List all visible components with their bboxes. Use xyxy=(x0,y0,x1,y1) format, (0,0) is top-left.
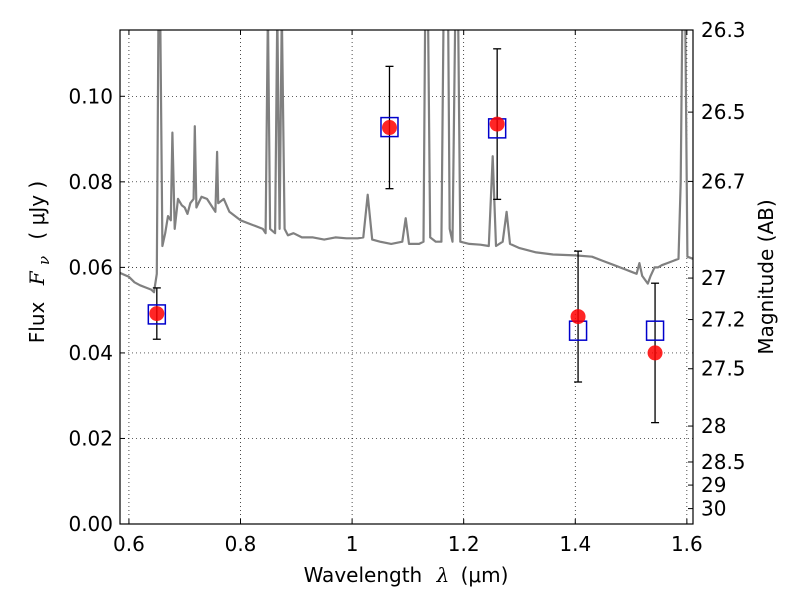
observed-point xyxy=(570,309,586,325)
observed-point xyxy=(489,116,505,132)
axis-ticks: 0.6 0.8 1 1.2 1.4 1.6 0.00 0.02 0.04 0.06 0.08 0.10… xyxy=(68,18,745,556)
model-square xyxy=(147,304,167,325)
y-axis-label-text: Flux xyxy=(25,301,49,343)
x-axis-label: Wavelength λ (μm) xyxy=(304,563,509,587)
observed-point xyxy=(381,120,397,136)
x-tick-label: 0.6 xyxy=(113,532,145,556)
x-tick-label: 1 xyxy=(346,532,359,556)
x-tick-label: 1.4 xyxy=(559,532,591,556)
x-tick-label: 1.6 xyxy=(671,532,703,556)
spectrum-line xyxy=(120,30,693,294)
plot-background xyxy=(120,30,693,524)
right-tick-label: 26.5 xyxy=(701,100,746,124)
right-tick-label: 28.5 xyxy=(701,450,746,474)
y-tick-label: 0.08 xyxy=(68,170,113,194)
right-axis-label: Magnitude (AB) xyxy=(754,199,778,354)
y-tick-label: 0.00 xyxy=(68,512,113,536)
x-tick-label: 1.2 xyxy=(448,532,480,556)
model-square xyxy=(380,116,399,138)
observed-point xyxy=(647,345,663,361)
y-tick-label: 0.06 xyxy=(68,255,113,279)
x-axis-label-unit: (μm) xyxy=(461,563,509,587)
plot-frame xyxy=(119,29,694,525)
y-axis-label-symbol: F xyxy=(25,270,49,286)
y-axis-label: Flux F ν ( μJy ) xyxy=(25,181,54,343)
right-tick-label: 26.3 xyxy=(701,18,746,42)
x-axis-label-symbol: λ xyxy=(436,563,450,587)
right-tick-label: 26.7 xyxy=(701,169,746,193)
y-tick-label: 0.10 xyxy=(68,84,113,108)
right-tick-label: 27 xyxy=(701,266,726,290)
model-bandpass-points xyxy=(147,116,665,341)
model-square xyxy=(645,320,665,341)
observed-points xyxy=(149,116,663,361)
right-tick-label: 28 xyxy=(701,414,726,438)
right-tick-label: 27.2 xyxy=(701,308,746,332)
template-spectrum xyxy=(120,30,693,294)
right-tick-label: 27.5 xyxy=(701,357,746,381)
y-tick-label: 0.04 xyxy=(68,341,113,365)
observed-point xyxy=(149,306,165,322)
x-axis-label-text: Wavelength xyxy=(304,563,423,587)
y-axis-label-subscript: ν xyxy=(35,256,53,265)
right-tick-label: 29 xyxy=(701,473,726,497)
y-tick-label: 0.02 xyxy=(68,426,113,450)
y-axis-label-unit: ( μJy ) xyxy=(25,181,49,240)
right-tick-label: 30 xyxy=(701,497,726,521)
x-tick-label: 0.8 xyxy=(225,532,257,556)
